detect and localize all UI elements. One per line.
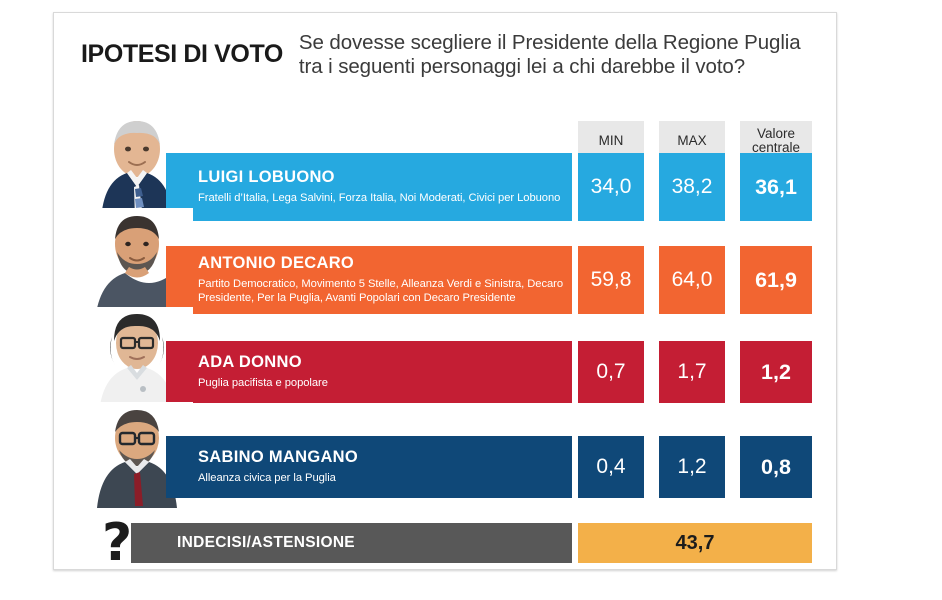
poll-question-line-2: tra i seguenti personaggi lei a chi dare… xyxy=(298,55,746,79)
candidate-bar: SABINO MANGANO Alleanza civica per la Pu… xyxy=(166,436,572,498)
value-max: 64,0 xyxy=(659,246,725,314)
candidate-name: SABINO MANGANO xyxy=(198,448,359,467)
column-header-mid-line-1: Valore xyxy=(756,125,796,141)
poll-panel: IPOTESI DI VOTO Se dovesse scegliere il … xyxy=(53,12,837,570)
candidate-coalition: Partito Democratico, Movimento 5 Stelle,… xyxy=(198,278,564,305)
value-central: 36,1 xyxy=(740,153,812,221)
table-row: ADA DONNO Puglia pacifista e popolare 0,… xyxy=(54,307,838,414)
column-header-min-label: MIN xyxy=(598,132,624,148)
candidate-coalition: Alleanza civica per la Puglia xyxy=(198,472,336,485)
candidate-name: ADA DONNO xyxy=(198,353,302,372)
candidate-bar: ANTONIO DECARO Partito Democratico, Movi… xyxy=(166,246,572,314)
indecisi-value: 43,7 xyxy=(578,523,812,563)
value-min: 34,0 xyxy=(578,153,644,221)
indecisi-row: ? INDECISI/ASTENSIONE 43,7 xyxy=(54,517,838,569)
column-header-max-label: MAX xyxy=(677,132,707,148)
candidate-coalition: Puglia pacifista e popolare xyxy=(198,377,328,390)
header: IPOTESI DI VOTO Se dovesse scegliere il … xyxy=(81,31,821,91)
value-min: 59,8 xyxy=(578,246,644,314)
value-central: 61,9 xyxy=(740,246,812,314)
candidate-name: LUIGI LOBUONO xyxy=(198,168,335,187)
value-min: 0,7 xyxy=(578,341,644,403)
column-header-mid-line-2: centrale xyxy=(751,140,801,155)
value-max: 1,2 xyxy=(659,436,725,498)
indecisi-label: INDECISI/ASTENSIONE xyxy=(177,534,355,551)
candidate-bar: ADA DONNO Puglia pacifista e popolare xyxy=(166,341,572,403)
indecisi-label-bar: INDECISI/ASTENSIONE xyxy=(131,523,572,563)
value-min: 0,4 xyxy=(578,436,644,498)
question-mark-icon: ? xyxy=(102,513,133,573)
value-central: 1,2 xyxy=(740,341,812,403)
candidate-bar: LUIGI LOBUONO Fratelli d’Italia, Lega Sa… xyxy=(166,153,572,221)
table-row: SABINO MANGANO Alleanza civica per la Pu… xyxy=(54,402,838,508)
poll-question: Se dovesse scegliere il Presidente della… xyxy=(299,31,801,79)
value-central: 0,8 xyxy=(740,436,812,498)
poll-question-line-1: Se dovesse scegliere il Presidente della… xyxy=(298,31,801,54)
page-title: IPOTESI DI VOTO xyxy=(81,40,283,68)
candidate-name: ANTONIO DECARO xyxy=(198,254,355,273)
candidate-coalition: Fratelli d’Italia, Lega Salvini, Forza I… xyxy=(198,192,561,205)
value-max: 1,7 xyxy=(659,341,725,403)
table-row: LUIGI LOBUONO Fratelli d’Italia, Lega Sa… xyxy=(54,115,838,221)
value-max: 38,2 xyxy=(659,153,725,221)
table-row: ANTONIO DECARO Partito Democratico, Movi… xyxy=(54,208,838,321)
